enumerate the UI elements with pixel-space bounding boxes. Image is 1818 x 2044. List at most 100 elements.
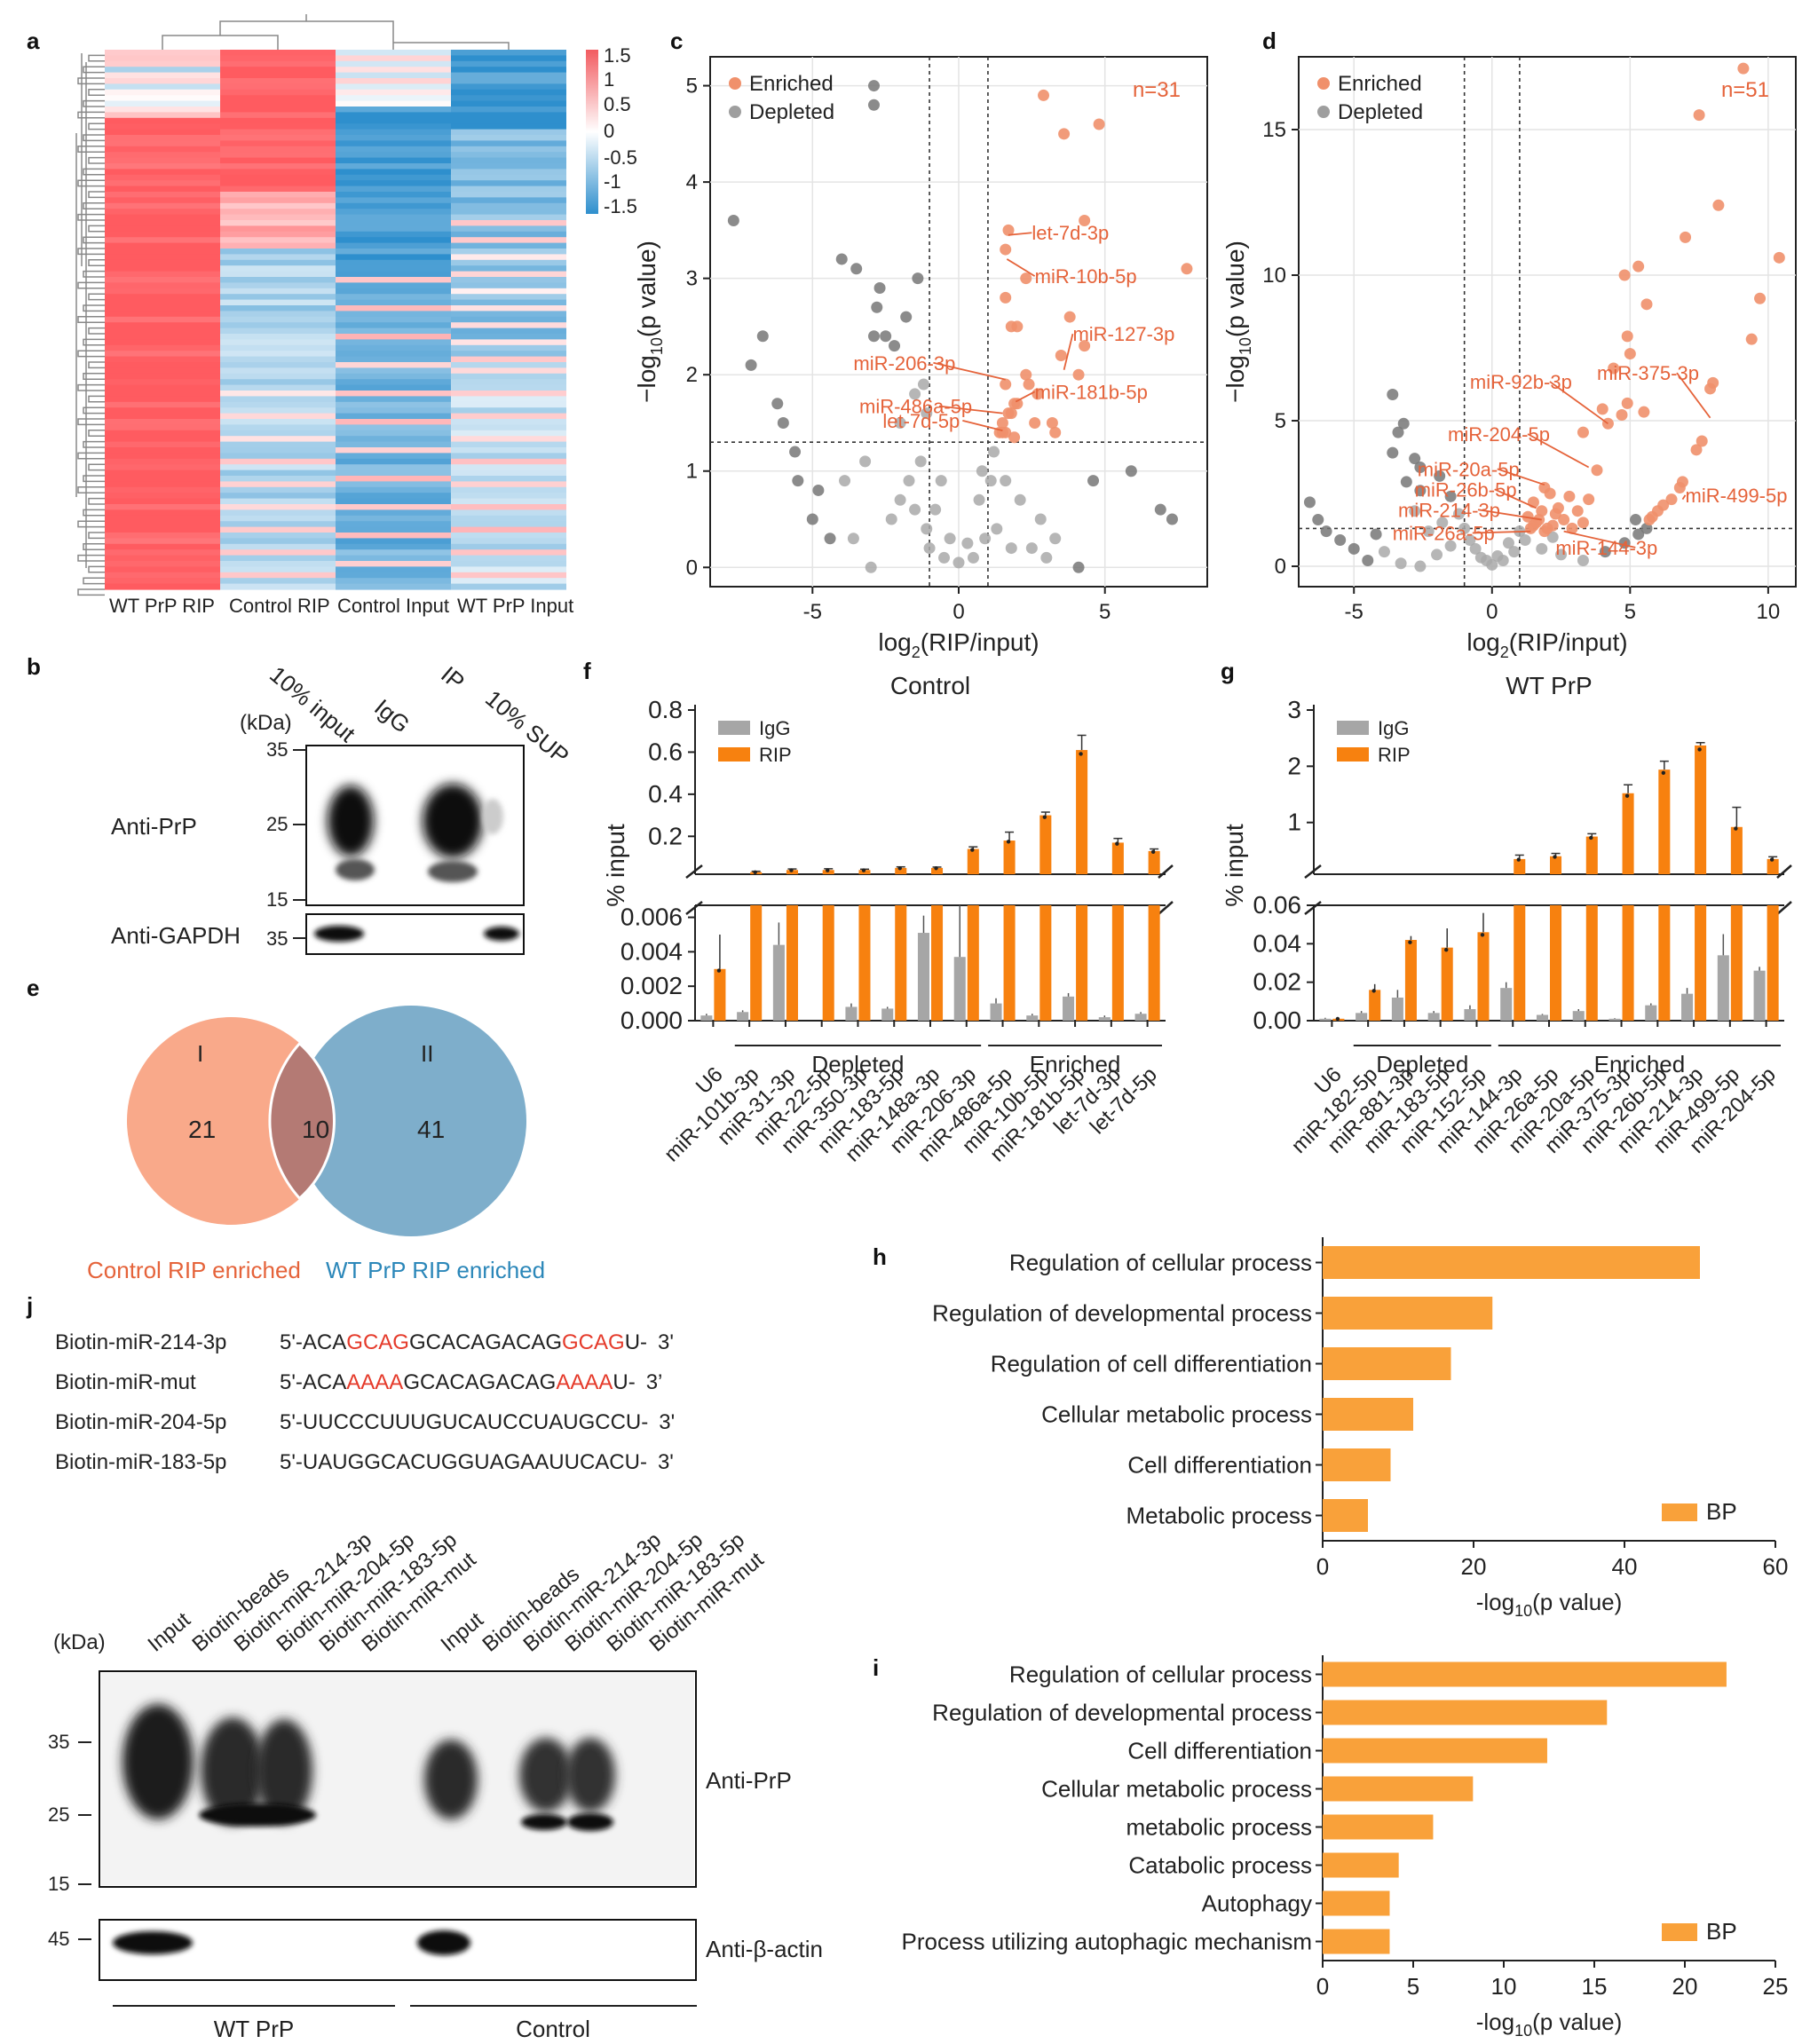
heatmap-cell [105, 311, 220, 318]
category-label: Process utilizing autophagic mechanism [902, 1929, 1312, 1955]
depleted-point [871, 301, 883, 313]
heatmap-cell [220, 538, 336, 545]
heatmap-cell [451, 100, 566, 107]
igg-bar [845, 1006, 858, 1021]
heatmap-cell [336, 486, 451, 493]
heatmap-color-legend [586, 50, 598, 214]
heatmap-cell [451, 373, 566, 380]
x-axis-label-part: 10 [1514, 1602, 1532, 1620]
heatmap-cell [105, 225, 220, 233]
heatmap-cell [105, 242, 220, 249]
y-axis-label-part: −log [633, 355, 660, 403]
heatmap-cell [451, 231, 566, 238]
igg-bar [1681, 993, 1694, 1021]
go-bar [1323, 1700, 1608, 1725]
enriched-point [1596, 403, 1609, 415]
category-label: metabolic process [1126, 1814, 1312, 1841]
depleted-point [824, 533, 836, 545]
replicate-dot [1006, 840, 1011, 844]
heatmap-cell [105, 249, 220, 255]
rip-bar [967, 905, 979, 1021]
heatmap-cell [451, 152, 566, 159]
heatmap-cell [336, 225, 451, 233]
heatmap-cell [336, 401, 451, 408]
heatmap-cell [451, 379, 566, 386]
heatmap-cell [336, 100, 451, 107]
depleted-point [727, 215, 739, 227]
annotation-leader [962, 420, 1003, 432]
heatmap-cell [451, 470, 566, 477]
annotation-leader [1676, 372, 1711, 419]
heatmap-cell [451, 129, 566, 136]
legend-swatch-rip [718, 747, 750, 762]
depleted-point [1464, 534, 1476, 547]
rip-bar [1003, 840, 1016, 874]
heatmap-cell [451, 481, 566, 488]
heatmap-cell [220, 498, 336, 505]
depleted-point [1000, 475, 1012, 487]
igg-bar [1026, 1015, 1039, 1021]
band [328, 785, 374, 856]
heatmap-cell [336, 447, 451, 454]
sequence-part: 5'-UAUGGCACUGGUAGAAUUCACU- [280, 1450, 647, 1474]
enriched-point [1072, 368, 1085, 381]
heatmap-cell [105, 220, 220, 226]
heatmap-cell [336, 379, 451, 386]
heatmap-cell [451, 316, 566, 323]
heatmap-cell [336, 362, 451, 368]
heatmap-cell [220, 362, 336, 368]
x-axis-label: log2(RIP/input) [1466, 628, 1627, 661]
heatmap-cell [451, 498, 566, 505]
x-tick-label: 10 [1757, 600, 1781, 624]
heatmap-cell [451, 521, 566, 528]
heatmap-cell [451, 117, 566, 124]
heatmap-cell [451, 561, 566, 567]
heatmap-cell [336, 249, 451, 255]
rip-bar [1111, 905, 1124, 1021]
heatmap-cell [220, 83, 336, 91]
heatmap-cell [105, 95, 220, 102]
replicate-dot [1408, 940, 1412, 944]
heatmap-cell [105, 339, 220, 346]
heatmap-cell [336, 521, 451, 528]
heatmap-cell [336, 509, 451, 517]
legend-swatch-igg [1337, 721, 1369, 735]
replicate-dot [1444, 947, 1449, 952]
legend-swatch [1662, 1503, 1697, 1521]
depleted-point [850, 263, 863, 275]
heatmap-cell [105, 401, 220, 408]
heatmap-cell [451, 458, 566, 465]
x-tick-label: 10 [1491, 1973, 1517, 2000]
heatmap-cell [336, 367, 451, 375]
legend-tick: -1.5 [604, 195, 637, 217]
rip-bar [967, 848, 979, 874]
heatmap-cell [105, 67, 220, 74]
depleted-point [835, 253, 848, 265]
heatmap-cell [451, 169, 566, 176]
depleted-point [1378, 546, 1390, 558]
heatmap-cell [105, 430, 220, 437]
heatmap-cell [220, 322, 336, 329]
depleted-point [1387, 389, 1399, 401]
heatmap-cell [336, 294, 451, 301]
depleted-point [894, 493, 906, 506]
enriched-point [1524, 522, 1537, 534]
enriched-point [1616, 408, 1628, 421]
heatmap-cell [336, 254, 451, 261]
enriched-point [1577, 426, 1589, 438]
depleted-point [1536, 542, 1548, 555]
heatmap-cell [220, 60, 336, 67]
heatmap-cell [336, 174, 451, 181]
heatmap-cell [220, 481, 336, 488]
n-label: n=31 [1133, 78, 1181, 102]
heatmap-cell [451, 407, 566, 414]
sequence-part: 5'-ACA [280, 1330, 346, 1354]
heatmap-cell [220, 271, 336, 278]
heatmap-cell [105, 322, 220, 329]
band [423, 784, 483, 858]
depleted-point [885, 513, 897, 525]
heatmap-cell [105, 413, 220, 420]
band [484, 927, 519, 941]
heatmap-cell [336, 498, 451, 505]
y-tick-label: 4 [686, 170, 698, 194]
